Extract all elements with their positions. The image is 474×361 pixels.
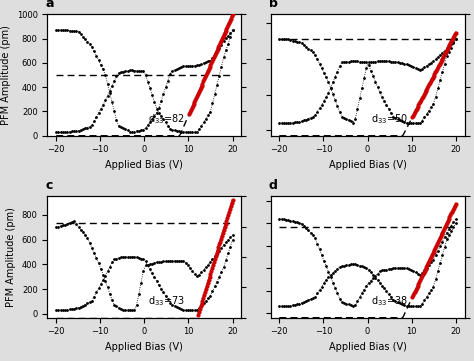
Text: c: c (46, 179, 53, 192)
Text: d$_{33}$=50: d$_{33}$=50 (372, 112, 409, 126)
X-axis label: Applied Bias (V): Applied Bias (V) (106, 342, 183, 352)
Text: d$_{33}$=38: d$_{33}$=38 (372, 294, 409, 308)
Text: d: d (269, 179, 277, 192)
Text: a: a (46, 0, 54, 10)
Text: b: b (269, 0, 277, 10)
Y-axis label: PFM Amplitude (pm): PFM Amplitude (pm) (1, 25, 11, 125)
Y-axis label: PFM Amplitude (pm): PFM Amplitude (pm) (6, 207, 16, 307)
Text: d$_{33}$=82: d$_{33}$=82 (148, 112, 185, 126)
Text: d$_{33}$=73: d$_{33}$=73 (148, 294, 185, 308)
X-axis label: Applied Bias (V): Applied Bias (V) (106, 160, 183, 170)
X-axis label: Applied Bias (V): Applied Bias (V) (328, 160, 406, 170)
X-axis label: Applied Bias (V): Applied Bias (V) (328, 342, 406, 352)
